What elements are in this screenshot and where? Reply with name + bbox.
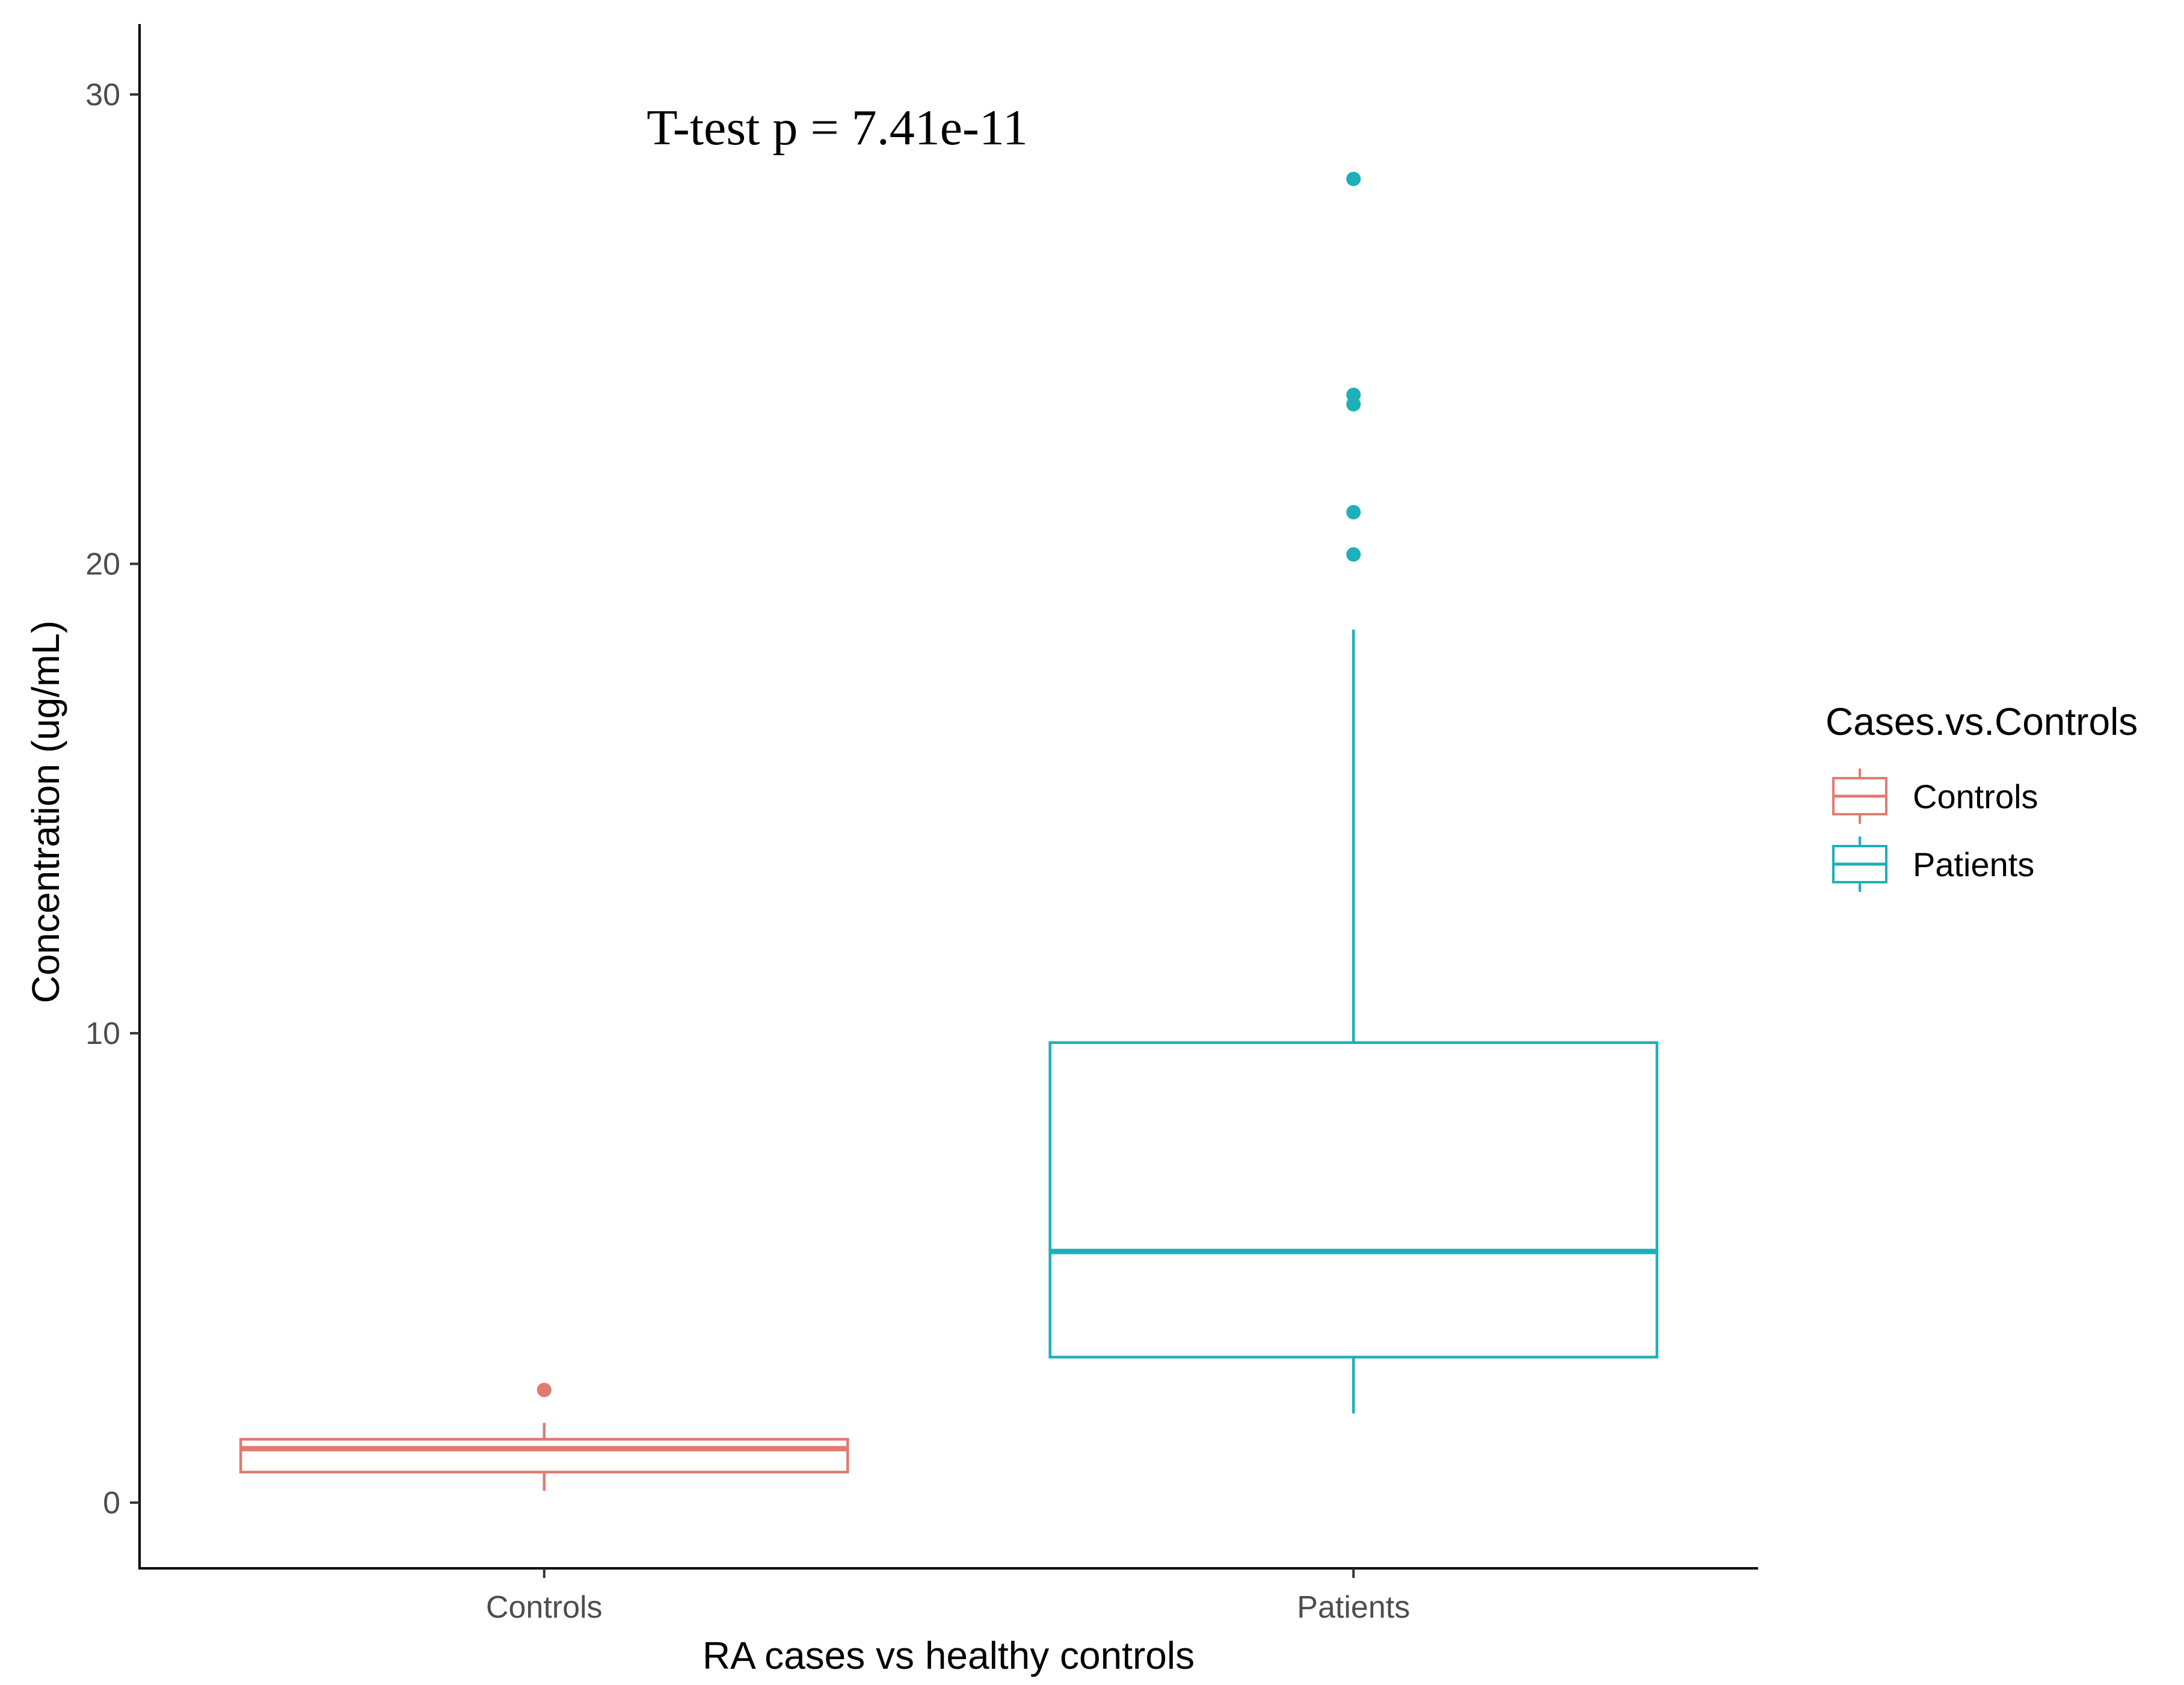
legend-item-controls: Controls <box>1832 769 2038 824</box>
outlier-point <box>1346 547 1361 562</box>
t-test-annotation: T-test p = 7.41e-11 <box>647 100 1028 156</box>
legend-label: Controls <box>1913 778 2038 815</box>
x-ticks: Controls Patients <box>486 1568 1410 1625</box>
x-tick-label: Patients <box>1297 1590 1410 1625</box>
outlier-point <box>1346 505 1361 520</box>
box-controls <box>239 1383 849 1491</box>
legend-items: Controls Patients <box>1832 769 2038 892</box>
legend: Cases.vs.Controls Controls Patients <box>1826 700 2138 892</box>
x-tick-label: Controls <box>486 1590 603 1625</box>
outlier-point <box>537 1383 552 1398</box>
y-tick-label: 0 <box>103 1486 120 1521</box>
y-axis-title: Concentration (ug/mL) <box>24 621 67 1004</box>
iqr-box <box>239 1438 849 1474</box>
legend-item-patients: Patients <box>1832 836 2034 892</box>
y-tick-label: 20 <box>85 547 120 582</box>
box-patients <box>1048 171 1659 1414</box>
x-axis-title: RA cases vs healthy controls <box>703 1634 1195 1677</box>
y-ticks: 0 10 20 30 <box>85 78 140 1521</box>
y-tick-label: 10 <box>85 1016 120 1051</box>
outlier-point <box>1346 397 1361 412</box>
iqr-box <box>1048 1041 1659 1359</box>
legend-label: Patients <box>1913 846 2034 883</box>
y-tick-label: 30 <box>85 78 120 112</box>
legend-title: Cases.vs.Controls <box>1826 700 2138 743</box>
outlier-point <box>1346 171 1361 186</box>
plot-marks <box>239 171 1659 1491</box>
